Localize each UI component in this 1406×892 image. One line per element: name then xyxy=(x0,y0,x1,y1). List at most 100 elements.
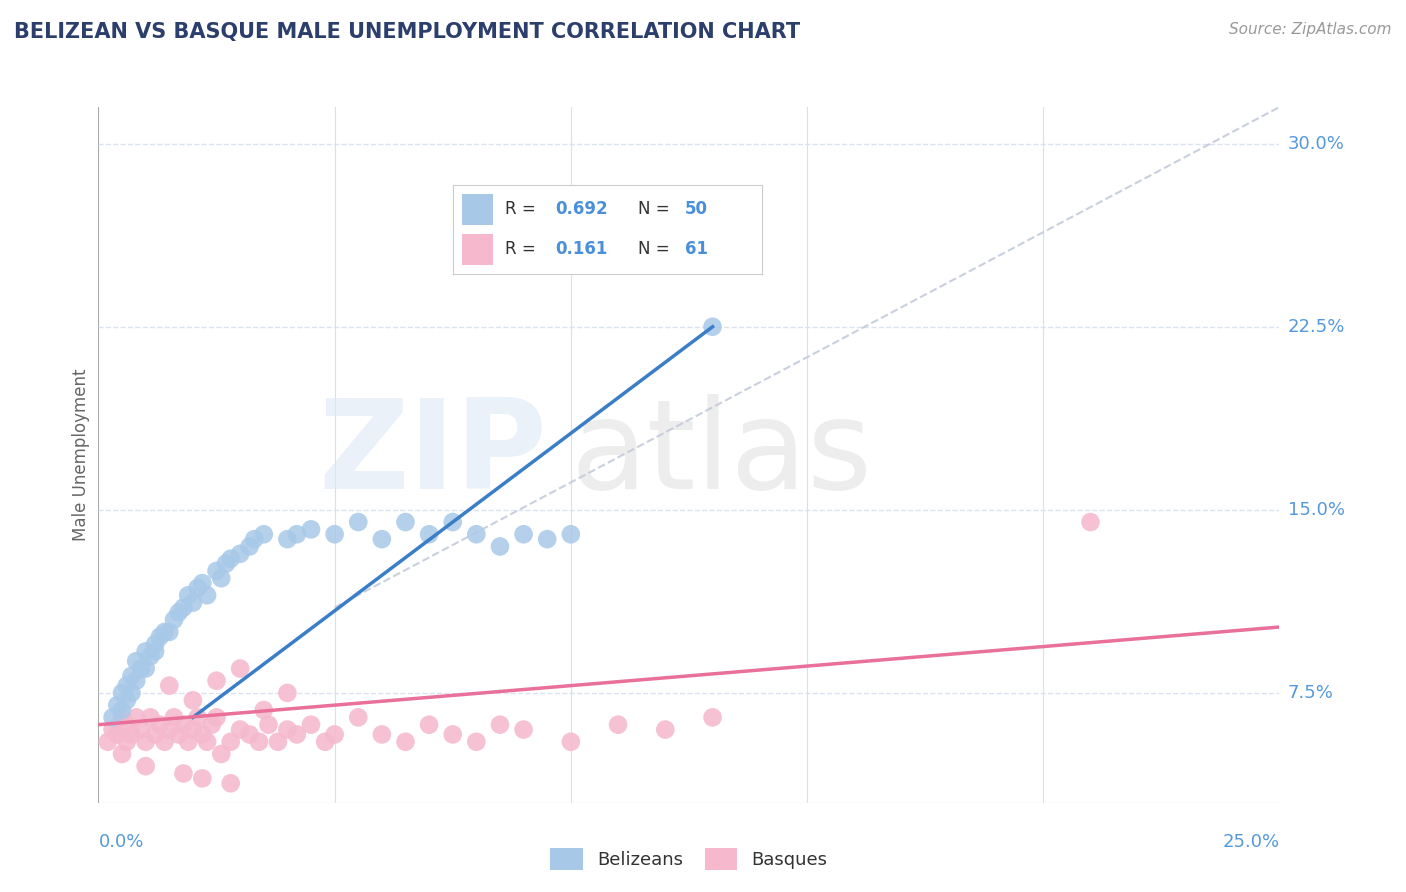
Point xyxy=(195,588,218,602)
Text: atlas: atlas xyxy=(571,394,873,516)
Point xyxy=(143,644,166,658)
Text: 30.0%: 30.0% xyxy=(1288,135,1344,153)
Point xyxy=(229,723,252,737)
Point xyxy=(418,527,440,541)
Text: R =: R = xyxy=(505,240,541,258)
Text: 61: 61 xyxy=(685,240,707,258)
Point xyxy=(135,661,157,675)
Point xyxy=(267,735,290,749)
Point xyxy=(512,723,534,737)
Text: BELIZEAN VS BASQUE MALE UNEMPLOYMENT CORRELATION CHART: BELIZEAN VS BASQUE MALE UNEMPLOYMENT COR… xyxy=(14,22,800,42)
Point xyxy=(167,606,190,620)
Point xyxy=(135,759,157,773)
Point xyxy=(181,723,204,737)
Point xyxy=(115,693,138,707)
Point xyxy=(253,527,276,541)
Point xyxy=(347,515,370,529)
Point xyxy=(105,698,128,713)
Point xyxy=(276,532,298,546)
Point xyxy=(215,557,238,571)
Point xyxy=(205,673,228,688)
Point xyxy=(167,727,190,741)
Point xyxy=(115,679,138,693)
Point xyxy=(125,710,148,724)
Text: 7.5%: 7.5% xyxy=(1288,684,1334,702)
Point xyxy=(441,727,464,741)
Text: 0.161: 0.161 xyxy=(555,240,607,258)
Point xyxy=(229,661,252,675)
FancyBboxPatch shape xyxy=(463,234,494,265)
Point xyxy=(209,571,232,585)
Point xyxy=(101,710,124,724)
Point xyxy=(129,723,152,737)
Point xyxy=(163,710,186,724)
Point xyxy=(512,527,534,541)
Point xyxy=(276,723,298,737)
Point xyxy=(181,596,204,610)
Text: R =: R = xyxy=(505,200,541,218)
Point xyxy=(536,532,558,546)
Point xyxy=(394,515,416,529)
Point xyxy=(139,710,162,724)
Point xyxy=(121,669,143,683)
Text: N =: N = xyxy=(638,200,675,218)
Point xyxy=(187,581,209,595)
Legend: Belizeans, Basques: Belizeans, Basques xyxy=(543,841,835,877)
Point xyxy=(247,735,270,749)
Point xyxy=(205,564,228,578)
Point xyxy=(465,735,488,749)
Point xyxy=(253,703,276,717)
Point xyxy=(314,735,336,749)
FancyBboxPatch shape xyxy=(463,194,494,225)
Point xyxy=(323,527,346,541)
Point xyxy=(371,727,394,741)
Point xyxy=(654,723,676,737)
Point xyxy=(276,686,298,700)
Text: 0.692: 0.692 xyxy=(555,200,607,218)
Point xyxy=(560,735,582,749)
Point xyxy=(139,649,162,664)
Point xyxy=(129,661,152,675)
Point xyxy=(195,735,218,749)
Point xyxy=(323,727,346,741)
Point xyxy=(121,686,143,700)
Point xyxy=(101,723,124,737)
Point xyxy=(111,747,134,761)
Point xyxy=(121,727,143,741)
Point xyxy=(111,703,134,717)
Point xyxy=(239,727,262,741)
Text: ZIP: ZIP xyxy=(319,394,547,516)
Point xyxy=(125,673,148,688)
Point xyxy=(97,735,120,749)
Y-axis label: Male Unemployment: Male Unemployment xyxy=(72,368,90,541)
Point xyxy=(157,679,180,693)
Point xyxy=(105,727,128,741)
Point xyxy=(418,717,440,731)
Point xyxy=(111,686,134,700)
Point xyxy=(181,693,204,707)
Point xyxy=(153,624,176,639)
Text: N =: N = xyxy=(638,240,675,258)
Point xyxy=(115,717,138,731)
Point xyxy=(191,727,214,741)
Point xyxy=(219,735,242,749)
Point xyxy=(149,630,172,644)
Text: Source: ZipAtlas.com: Source: ZipAtlas.com xyxy=(1229,22,1392,37)
Point xyxy=(285,527,308,541)
Text: 0.0%: 0.0% xyxy=(98,833,143,851)
Point xyxy=(219,776,242,790)
Point xyxy=(465,527,488,541)
Point xyxy=(219,551,242,566)
Point xyxy=(177,588,200,602)
Point xyxy=(1080,515,1102,529)
Point xyxy=(209,747,232,761)
Point xyxy=(201,717,224,731)
Point xyxy=(243,532,266,546)
Point xyxy=(172,766,194,780)
Point xyxy=(172,717,194,731)
Text: 25.0%: 25.0% xyxy=(1222,833,1279,851)
Point xyxy=(239,540,262,554)
Point xyxy=(125,654,148,668)
Point xyxy=(115,735,138,749)
Point xyxy=(489,717,512,731)
